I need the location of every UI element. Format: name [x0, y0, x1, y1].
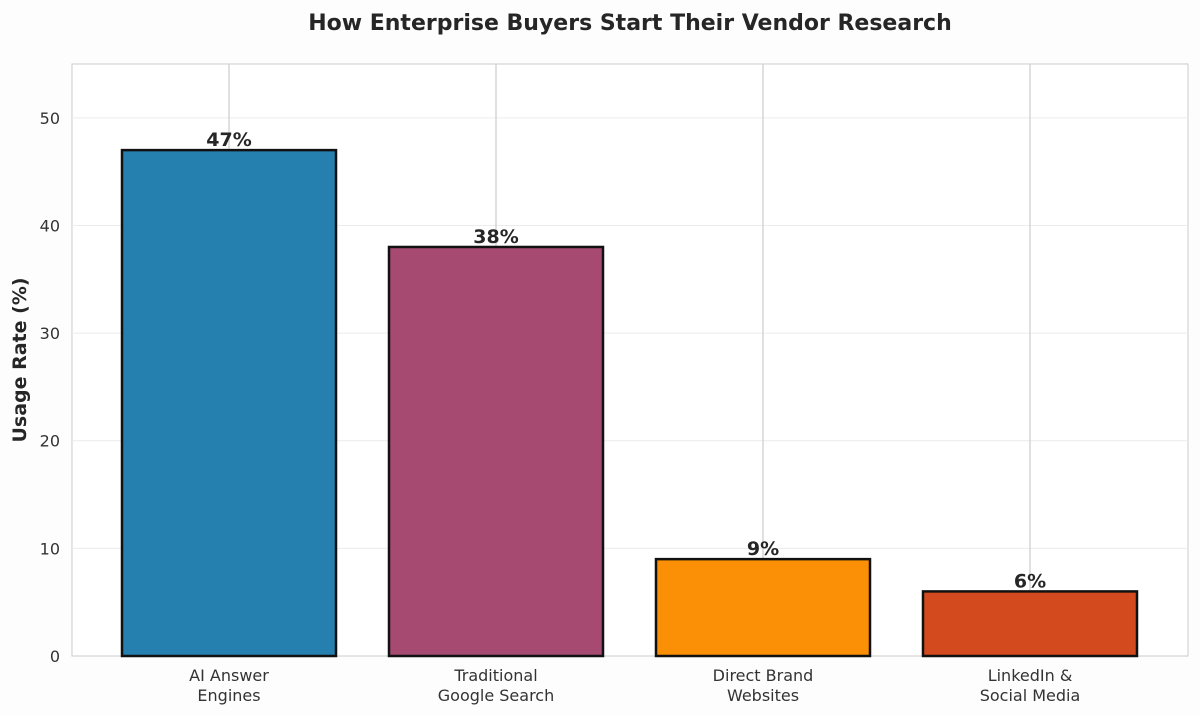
bar-value-label: 38%	[473, 226, 518, 248]
chart-title: How Enterprise Buyers Start Their Vendor…	[308, 11, 952, 36]
x-tick-label: Traditional Google Search	[438, 666, 554, 705]
bar-value-label: 47%	[206, 129, 251, 151]
y-axis-label: Usage Rate (%)	[9, 277, 31, 442]
x-tick-label: Direct Brand Websites	[713, 666, 814, 705]
bar	[120, 148, 338, 658]
bar-value-label: 6%	[1014, 570, 1046, 592]
x-tick-label: LinkedIn & Social Media	[980, 666, 1081, 705]
y-tick-label: 50	[40, 109, 60, 128]
y-tick-label: 0	[50, 647, 60, 666]
y-tick-label: 40	[40, 216, 60, 235]
bar-value-label: 9%	[747, 538, 779, 560]
bar	[654, 557, 872, 658]
y-tick-label: 20	[40, 432, 60, 451]
x-tick-label: AI Answer Engines	[189, 666, 269, 705]
y-tick-label: 30	[40, 324, 60, 343]
y-axis-ticks: 0 10 20 30 40 50	[40, 109, 60, 666]
y-tick-label: 10	[40, 539, 60, 558]
data-labels: 47% 38% 9% 6%	[206, 129, 1046, 592]
bar	[921, 590, 1139, 658]
bars	[120, 148, 1139, 658]
x-axis-ticks: AI Answer Engines Traditional Google Search…	[189, 666, 1080, 705]
bar	[387, 245, 605, 658]
